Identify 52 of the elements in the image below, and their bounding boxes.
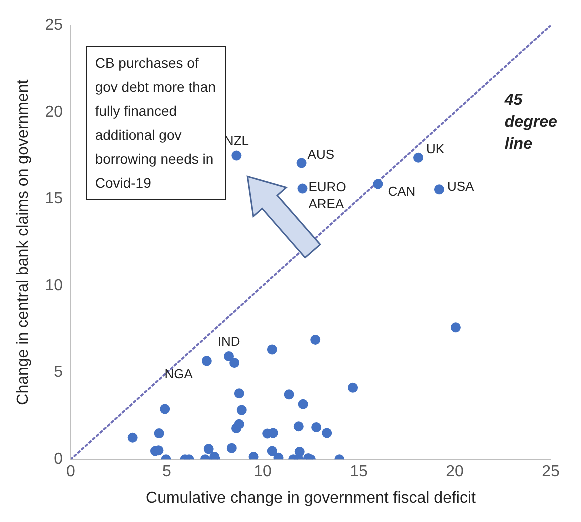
point [267, 446, 278, 456]
point [236, 405, 247, 416]
point [296, 158, 307, 168]
annotation: IND [218, 334, 240, 350]
x-tick-label: 20 [446, 464, 464, 481]
point [160, 404, 170, 414]
point [128, 432, 138, 443]
annotation: EURO AREA [308, 179, 346, 212]
point [224, 351, 234, 362]
x-tick-label: 5 [162, 464, 172, 481]
x-tick-label: 10 [254, 464, 272, 481]
point [204, 444, 214, 454]
annotation: 45 degree line [504, 90, 558, 155]
point [322, 428, 332, 438]
point [294, 446, 305, 457]
annotation: CAN [388, 184, 416, 199]
y-tick-label: 0 [54, 451, 64, 468]
annotation: UK [426, 141, 445, 156]
point [248, 452, 259, 460]
annotation: NGA [164, 366, 194, 382]
point [230, 358, 240, 368]
x-axis-title: Cumulative change in government fiscal deficit [146, 490, 477, 507]
annotation: AUS [308, 146, 335, 162]
y-tick-label: 25 [45, 17, 64, 34]
x-tick-label: 15 [350, 464, 368, 481]
point [348, 382, 358, 393]
point [298, 184, 308, 194]
point [226, 443, 237, 454]
x-tick-label: 0 [66, 464, 76, 481]
x-tick-label: 25 [542, 464, 560, 481]
y-tick-label: 10 [45, 277, 64, 294]
point [154, 428, 164, 439]
y-tick-label: 5 [54, 364, 64, 382]
point [267, 344, 278, 355]
point [450, 322, 461, 333]
point [312, 422, 322, 432]
annotation: CB purchases of gov debt more than fully financed additional gov borrowing needs in Covid-19 [86, 46, 226, 200]
point [373, 179, 384, 190]
point [232, 150, 242, 161]
point [202, 356, 212, 366]
point [414, 152, 424, 163]
y-tick-label: 15 [45, 190, 64, 208]
annotation: USA [447, 179, 475, 194]
point [234, 388, 244, 399]
point [298, 399, 308, 410]
point [284, 390, 294, 400]
y-tick-label: 20 [45, 104, 64, 121]
point [310, 334, 321, 345]
y-axis-title: Change in central bank claims on government [15, 79, 32, 406]
point [234, 419, 244, 430]
point [294, 422, 304, 432]
point [434, 184, 444, 195]
